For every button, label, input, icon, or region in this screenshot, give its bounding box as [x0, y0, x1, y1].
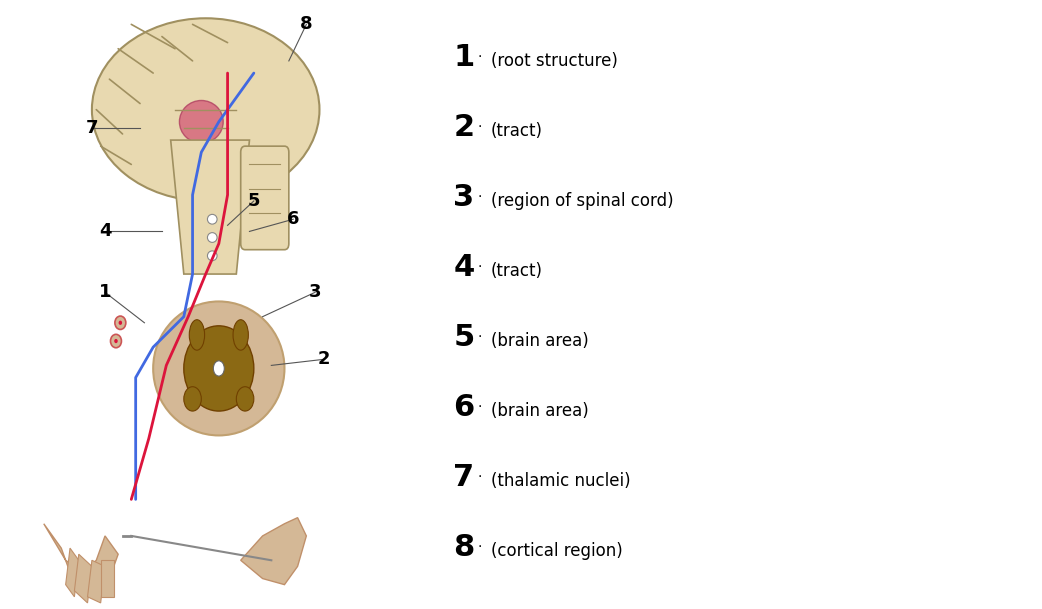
Ellipse shape: [207, 214, 217, 224]
Ellipse shape: [214, 361, 224, 376]
Ellipse shape: [115, 316, 126, 329]
Text: .: .: [477, 256, 481, 270]
Text: (tract): (tract): [491, 122, 543, 140]
Text: 6: 6: [287, 210, 299, 228]
Text: 7: 7: [85, 119, 98, 137]
Polygon shape: [44, 524, 118, 591]
Ellipse shape: [237, 387, 254, 411]
Text: .: .: [477, 46, 481, 60]
Polygon shape: [66, 548, 79, 597]
Text: .: .: [477, 116, 481, 130]
Polygon shape: [74, 554, 92, 603]
Ellipse shape: [190, 320, 204, 350]
Ellipse shape: [153, 301, 284, 435]
Ellipse shape: [207, 251, 217, 261]
Text: 5: 5: [453, 323, 474, 352]
Text: 3: 3: [308, 283, 321, 301]
Ellipse shape: [207, 233, 217, 242]
Ellipse shape: [115, 339, 118, 343]
Ellipse shape: [92, 18, 320, 201]
Text: .: .: [477, 466, 481, 480]
Polygon shape: [101, 560, 114, 597]
Text: (tract): (tract): [491, 262, 543, 280]
Text: 8: 8: [300, 15, 313, 33]
Text: 4: 4: [453, 253, 474, 282]
Text: 4: 4: [99, 222, 111, 241]
Text: (root structure): (root structure): [491, 52, 618, 70]
Ellipse shape: [119, 321, 122, 325]
Text: 8: 8: [453, 533, 474, 562]
FancyBboxPatch shape: [241, 146, 289, 250]
Text: (brain area): (brain area): [491, 402, 589, 420]
Text: .: .: [477, 536, 481, 550]
Text: (brain area): (brain area): [491, 332, 589, 350]
Text: .: .: [477, 186, 481, 200]
Polygon shape: [241, 518, 306, 585]
Text: 6: 6: [453, 393, 474, 422]
Ellipse shape: [179, 100, 223, 143]
Ellipse shape: [183, 326, 254, 411]
Text: 1: 1: [99, 283, 111, 301]
Text: (region of spinal cord): (region of spinal cord): [491, 192, 673, 210]
Text: 7: 7: [453, 463, 474, 492]
Text: 2: 2: [318, 350, 330, 368]
Text: 5: 5: [248, 192, 260, 210]
Text: .: .: [477, 396, 481, 410]
Polygon shape: [171, 140, 249, 274]
Text: (thalamic nuclei): (thalamic nuclei): [491, 472, 630, 490]
Text: 3: 3: [453, 183, 474, 212]
Polygon shape: [88, 560, 105, 603]
Text: 1: 1: [453, 43, 474, 72]
Ellipse shape: [110, 334, 122, 348]
Text: (cortical region): (cortical region): [491, 542, 622, 560]
Ellipse shape: [183, 387, 201, 411]
Ellipse shape: [233, 320, 248, 350]
Text: 2: 2: [453, 113, 474, 142]
Text: .: .: [477, 326, 481, 340]
